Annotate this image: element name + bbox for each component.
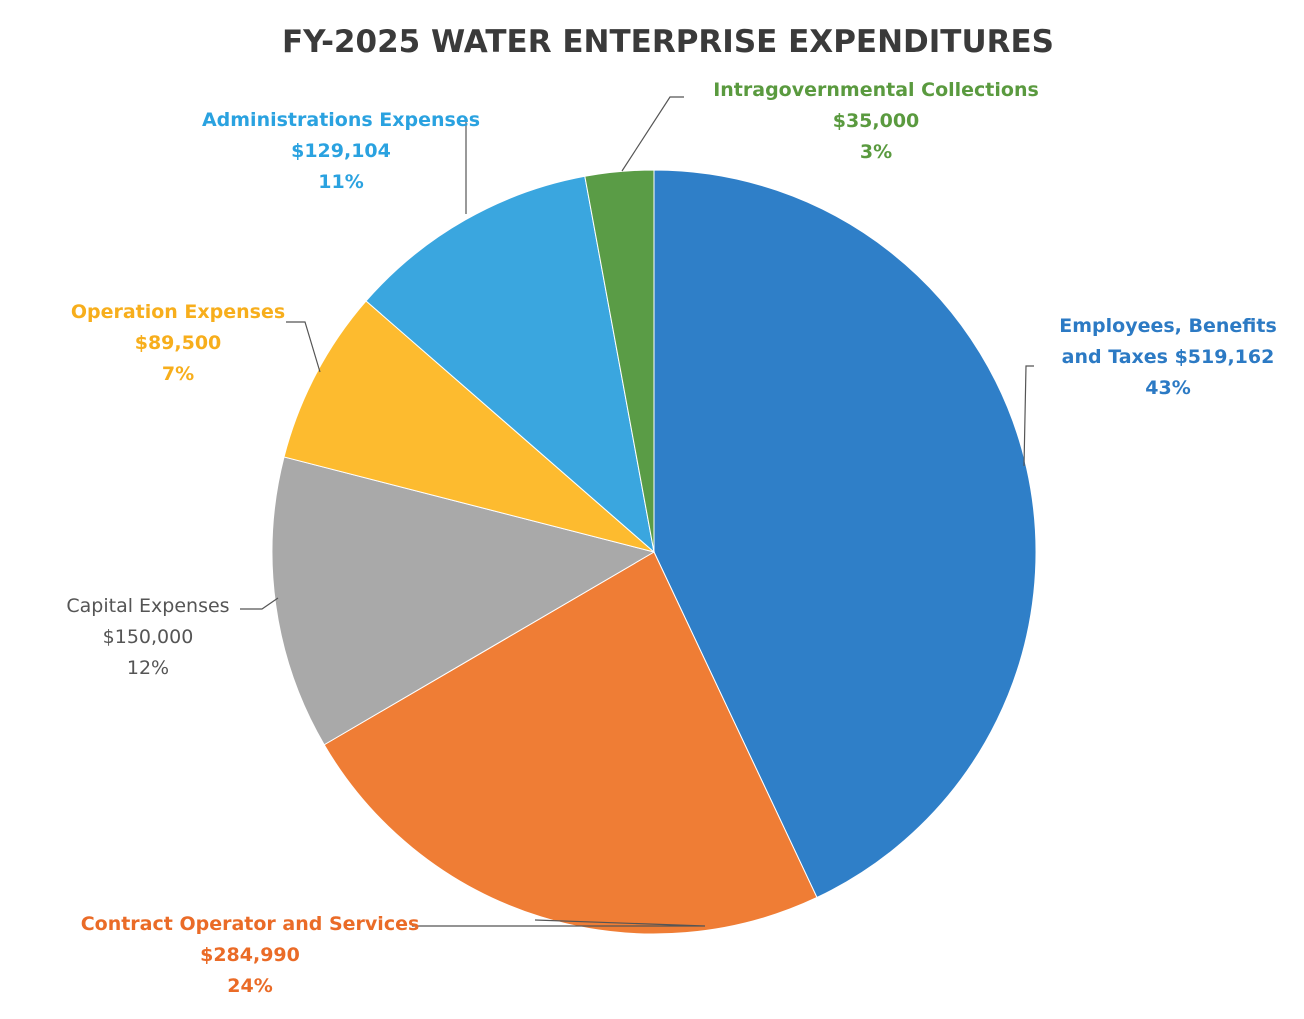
- slice-label-4: Administrations Expenses $129,104 11%: [202, 109, 480, 193]
- slice-label-2: Capital Expenses $150,000 12%: [66, 595, 229, 679]
- slice-name-5-line-0: Intragovernmental Collections: [713, 79, 1039, 101]
- pie-slice-2: [271, 456, 656, 746]
- slice-percent-2: 12%: [127, 657, 169, 679]
- slice-name-2-line-0: Capital Expenses: [66, 595, 229, 617]
- chart-title: FY-2025 WATER ENTERPRISE EXPENDITURES: [282, 24, 1054, 60]
- pie-slice-4: [365, 175, 655, 554]
- pie-slice-1: [323, 551, 818, 935]
- leader-line-0: [1023, 365, 1034, 467]
- slice-percent-1: 24%: [227, 975, 272, 997]
- slice-percent-3: 7%: [162, 363, 194, 385]
- slice-percent-5: 3%: [860, 141, 892, 163]
- slice-name-3-line-0: Operation Expenses: [71, 301, 285, 323]
- leader-line-2: [240, 597, 279, 610]
- slice-percent-0: 43%: [1145, 377, 1190, 399]
- slice-label-3: Operation Expenses $89,500 7%: [71, 301, 285, 385]
- slice-label-1: Contract Operator and Services $284,990 24…: [81, 913, 420, 997]
- slice-name-4-line-0: Administrations Expenses: [202, 109, 480, 131]
- pie-slice-5: [584, 169, 655, 553]
- slice-label-5: Intragovernmental Collections $35,000 3%: [713, 79, 1039, 163]
- pie-slice-3: [283, 300, 655, 553]
- leader-lines: [240, 96, 1034, 927]
- slice-percent-4: 11%: [318, 171, 363, 193]
- slice-value-5: $35,000: [833, 110, 920, 132]
- leader-line-3: [286, 321, 321, 373]
- pie-slices: [271, 169, 1037, 935]
- slice-name-1-line-0: Contract Operator and Services: [81, 913, 420, 935]
- slice-labels: Employees, Benefits and Taxes $519,162 43%…: [66, 79, 1276, 997]
- pie-slice-0: [653, 169, 1037, 899]
- leader-line-5: [621, 96, 684, 172]
- slice-value-4: $129,104: [291, 140, 391, 162]
- slice-value-1: $284,990: [200, 944, 300, 966]
- slice-label-0: Employees, Benefits and Taxes $519,162 43%: [1059, 315, 1277, 399]
- slice-name-0-line-0: Employees, Benefits: [1059, 315, 1277, 337]
- slice-name-0-line-1: and Taxes $519,162: [1062, 346, 1275, 368]
- slice-value-2: $150,000: [103, 626, 194, 648]
- leader-line-1: [412, 919, 706, 927]
- slice-value-3: $89,500: [135, 332, 222, 354]
